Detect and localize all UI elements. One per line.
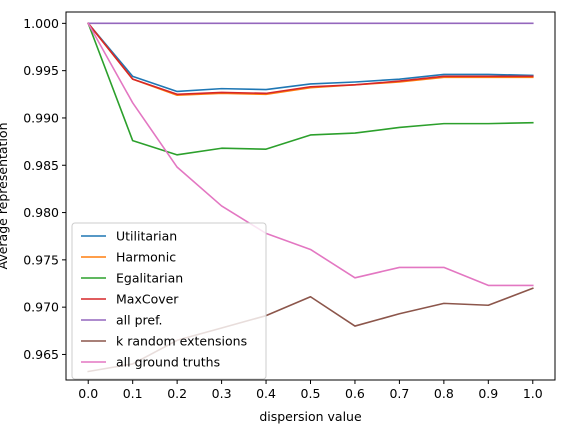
y-axis: 0.965 0.970 0.975 0.980 0.985 0.990 0.995 1.000: [23, 16, 66, 362]
series-line-3: [87, 22, 534, 96]
y-axis-label: Average representation: [0, 123, 10, 270]
x-tick-label: 0.5: [301, 386, 321, 401]
x-tick-label: 0.2: [167, 386, 187, 401]
x-tick-label: 0.4: [256, 386, 276, 401]
legend-label: k random extensions: [116, 334, 247, 349]
y-tick-label: 0.995: [23, 63, 59, 78]
legend-label: Harmonic: [116, 250, 176, 265]
y-tick-label: 0.985: [23, 158, 59, 173]
legend-label: MaxCover: [116, 292, 179, 307]
legend-label: Utilitarian: [116, 229, 177, 244]
x-axis: 0.0 0.1 0.2 0.3 0.4 0.5 0.6 0.7 0.8 0.9 1.0: [78, 380, 543, 401]
y-tick-label: 0.990: [23, 110, 59, 125]
x-tick-label: 1.0: [523, 386, 543, 401]
x-tick-label: 0.9: [478, 386, 498, 401]
x-tick-label: 0.8: [434, 386, 454, 401]
legend-label: Egalitarian: [116, 271, 183, 286]
x-tick-label: 0.1: [123, 386, 143, 401]
legend: Utilitarian Harmonic Egalitarian MaxCover al…: [71, 222, 267, 380]
legend-label: all ground truths: [116, 355, 220, 370]
y-tick-label: 0.975: [23, 252, 59, 267]
plot-frame: [65, 11, 556, 381]
y-tick-label: 0.965: [23, 347, 59, 362]
x-tick-label: 0.0: [78, 386, 98, 401]
x-tick-label: 0.3: [212, 386, 232, 401]
x-tick-label: 0.7: [389, 386, 409, 401]
y-tick-label: 0.970: [23, 300, 59, 315]
x-tick-label: 0.6: [345, 386, 365, 401]
y-tick-label: 1.000: [23, 16, 59, 31]
series-lines: [87, 22, 534, 373]
x-axis-label: dispersion value: [259, 409, 362, 424]
series-line-2: [87, 22, 534, 156]
series-line-6: [87, 22, 534, 287]
legend-label: all pref.: [116, 313, 163, 328]
y-tick-label: 0.980: [23, 205, 59, 220]
legend-box: [71, 222, 267, 380]
series-line-0: [87, 22, 534, 93]
